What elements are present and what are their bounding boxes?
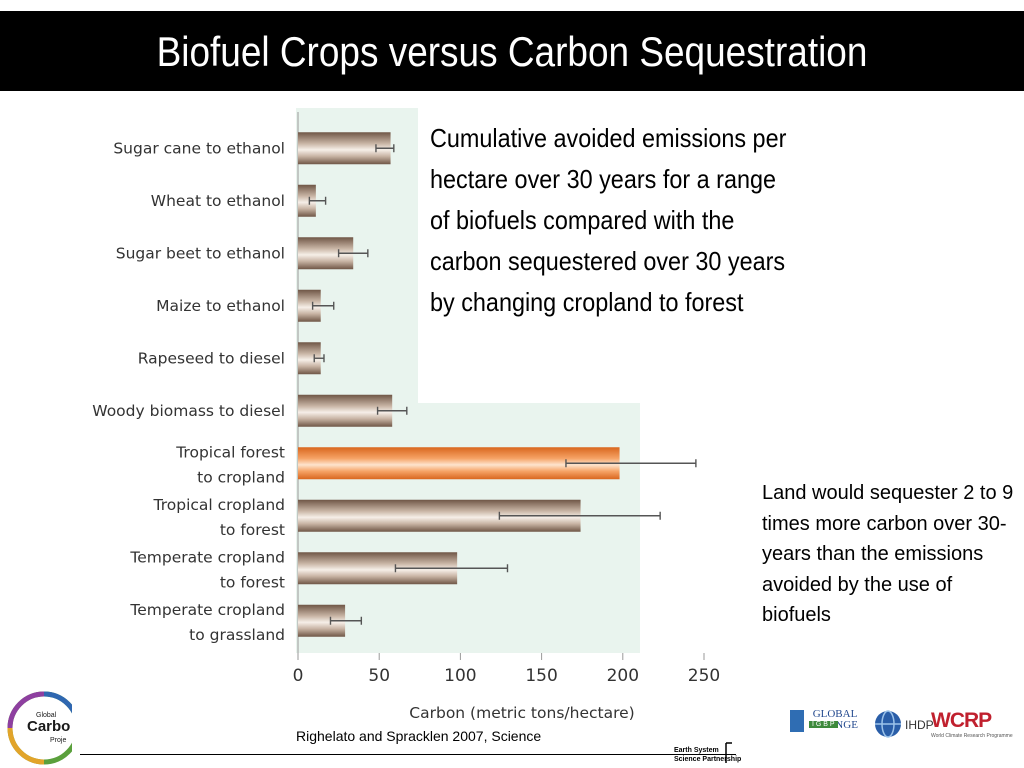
x-tick-label-3: 150 — [525, 666, 557, 686]
x-tick-label-2: 100 — [444, 666, 476, 686]
category-label-6-0: Tropical forest — [175, 443, 285, 461]
global-change-logo — [790, 710, 804, 732]
x-tick-label-5: 250 — [688, 666, 720, 686]
gcp-logo-line3: Proje — [50, 737, 67, 744]
bar-0 — [298, 132, 391, 165]
citation: Righelato and Spracklen 2007, Science — [296, 728, 542, 744]
category-label-0-0: Sugar cane to ethanol — [113, 139, 285, 157]
essp-logo — [725, 742, 732, 763]
wcrp-logo: WCRP — [931, 709, 992, 732]
description-text: Cumulative avoided emissions per hectare… — [430, 123, 787, 317]
bar-4 — [298, 342, 321, 375]
category-label-8-0: Temperate cropland — [129, 548, 285, 566]
essp-line2: Science Partnership — [674, 756, 742, 763]
igbp-text: I G B P — [809, 721, 838, 728]
bar-1 — [298, 184, 316, 217]
gcp-logo-line2: Carbo — [27, 718, 71, 735]
note-text: Land would sequester 2 to 9 times more c… — [762, 482, 1014, 626]
x-tick-label-0: 0 — [293, 666, 304, 686]
ihdp-text: IHDP — [905, 718, 934, 732]
category-label-6-1: to cropland — [197, 468, 285, 486]
category-label-9-0: Temperate cropland — [129, 601, 285, 619]
category-label-2-0: Sugar beet to ethanol — [116, 244, 285, 262]
gcp-logo-line1: Global — [36, 712, 57, 719]
x-tick-label-4: 200 — [607, 666, 639, 686]
bar-chart: Sugar cane to ethanol Wheat to ethanol Sug… — [92, 108, 720, 722]
category-labels-group: Sugar cane to ethanol Wheat to ethanol Sug… — [92, 139, 285, 644]
slide-title: Biofuel Crops versus Carbon Sequestratio… — [156, 28, 868, 75]
footer-divider — [76, 754, 736, 755]
category-label-7-0: Tropical cropland — [153, 496, 285, 514]
category-label-7-1: to forest — [220, 521, 285, 539]
essp-logo-text: Earth System Science Partnership — [674, 746, 741, 764]
wcrp-subtitle: World Climate Research Programme — [931, 733, 1013, 739]
x-axis-label: Carbon (metric tons/hectare) — [409, 704, 634, 722]
ihdp-globe-icon — [875, 710, 901, 738]
category-label-5-0: Woody biomass to diesel — [92, 402, 285, 420]
category-label-3-0: Maize to ethanol — [156, 297, 285, 315]
category-label-4-0: Rapeseed to diesel — [138, 349, 285, 367]
bar-3 — [298, 289, 321, 322]
category-label-8-1: to forest — [220, 573, 285, 591]
x-ticks-group: 0 50 100 150 200 250 — [293, 653, 720, 686]
title-bar — [0, 11, 1024, 91]
x-tick-label-1: 50 — [368, 666, 390, 686]
bar-5 — [298, 394, 393, 427]
bars-group — [298, 132, 697, 637]
category-label-9-1: to grassland — [189, 626, 285, 644]
essp-line1: Earth System — [674, 747, 719, 754]
category-label-1-0: Wheat to ethanol — [151, 192, 285, 210]
global-carbon-project-logo — [7, 688, 80, 768]
